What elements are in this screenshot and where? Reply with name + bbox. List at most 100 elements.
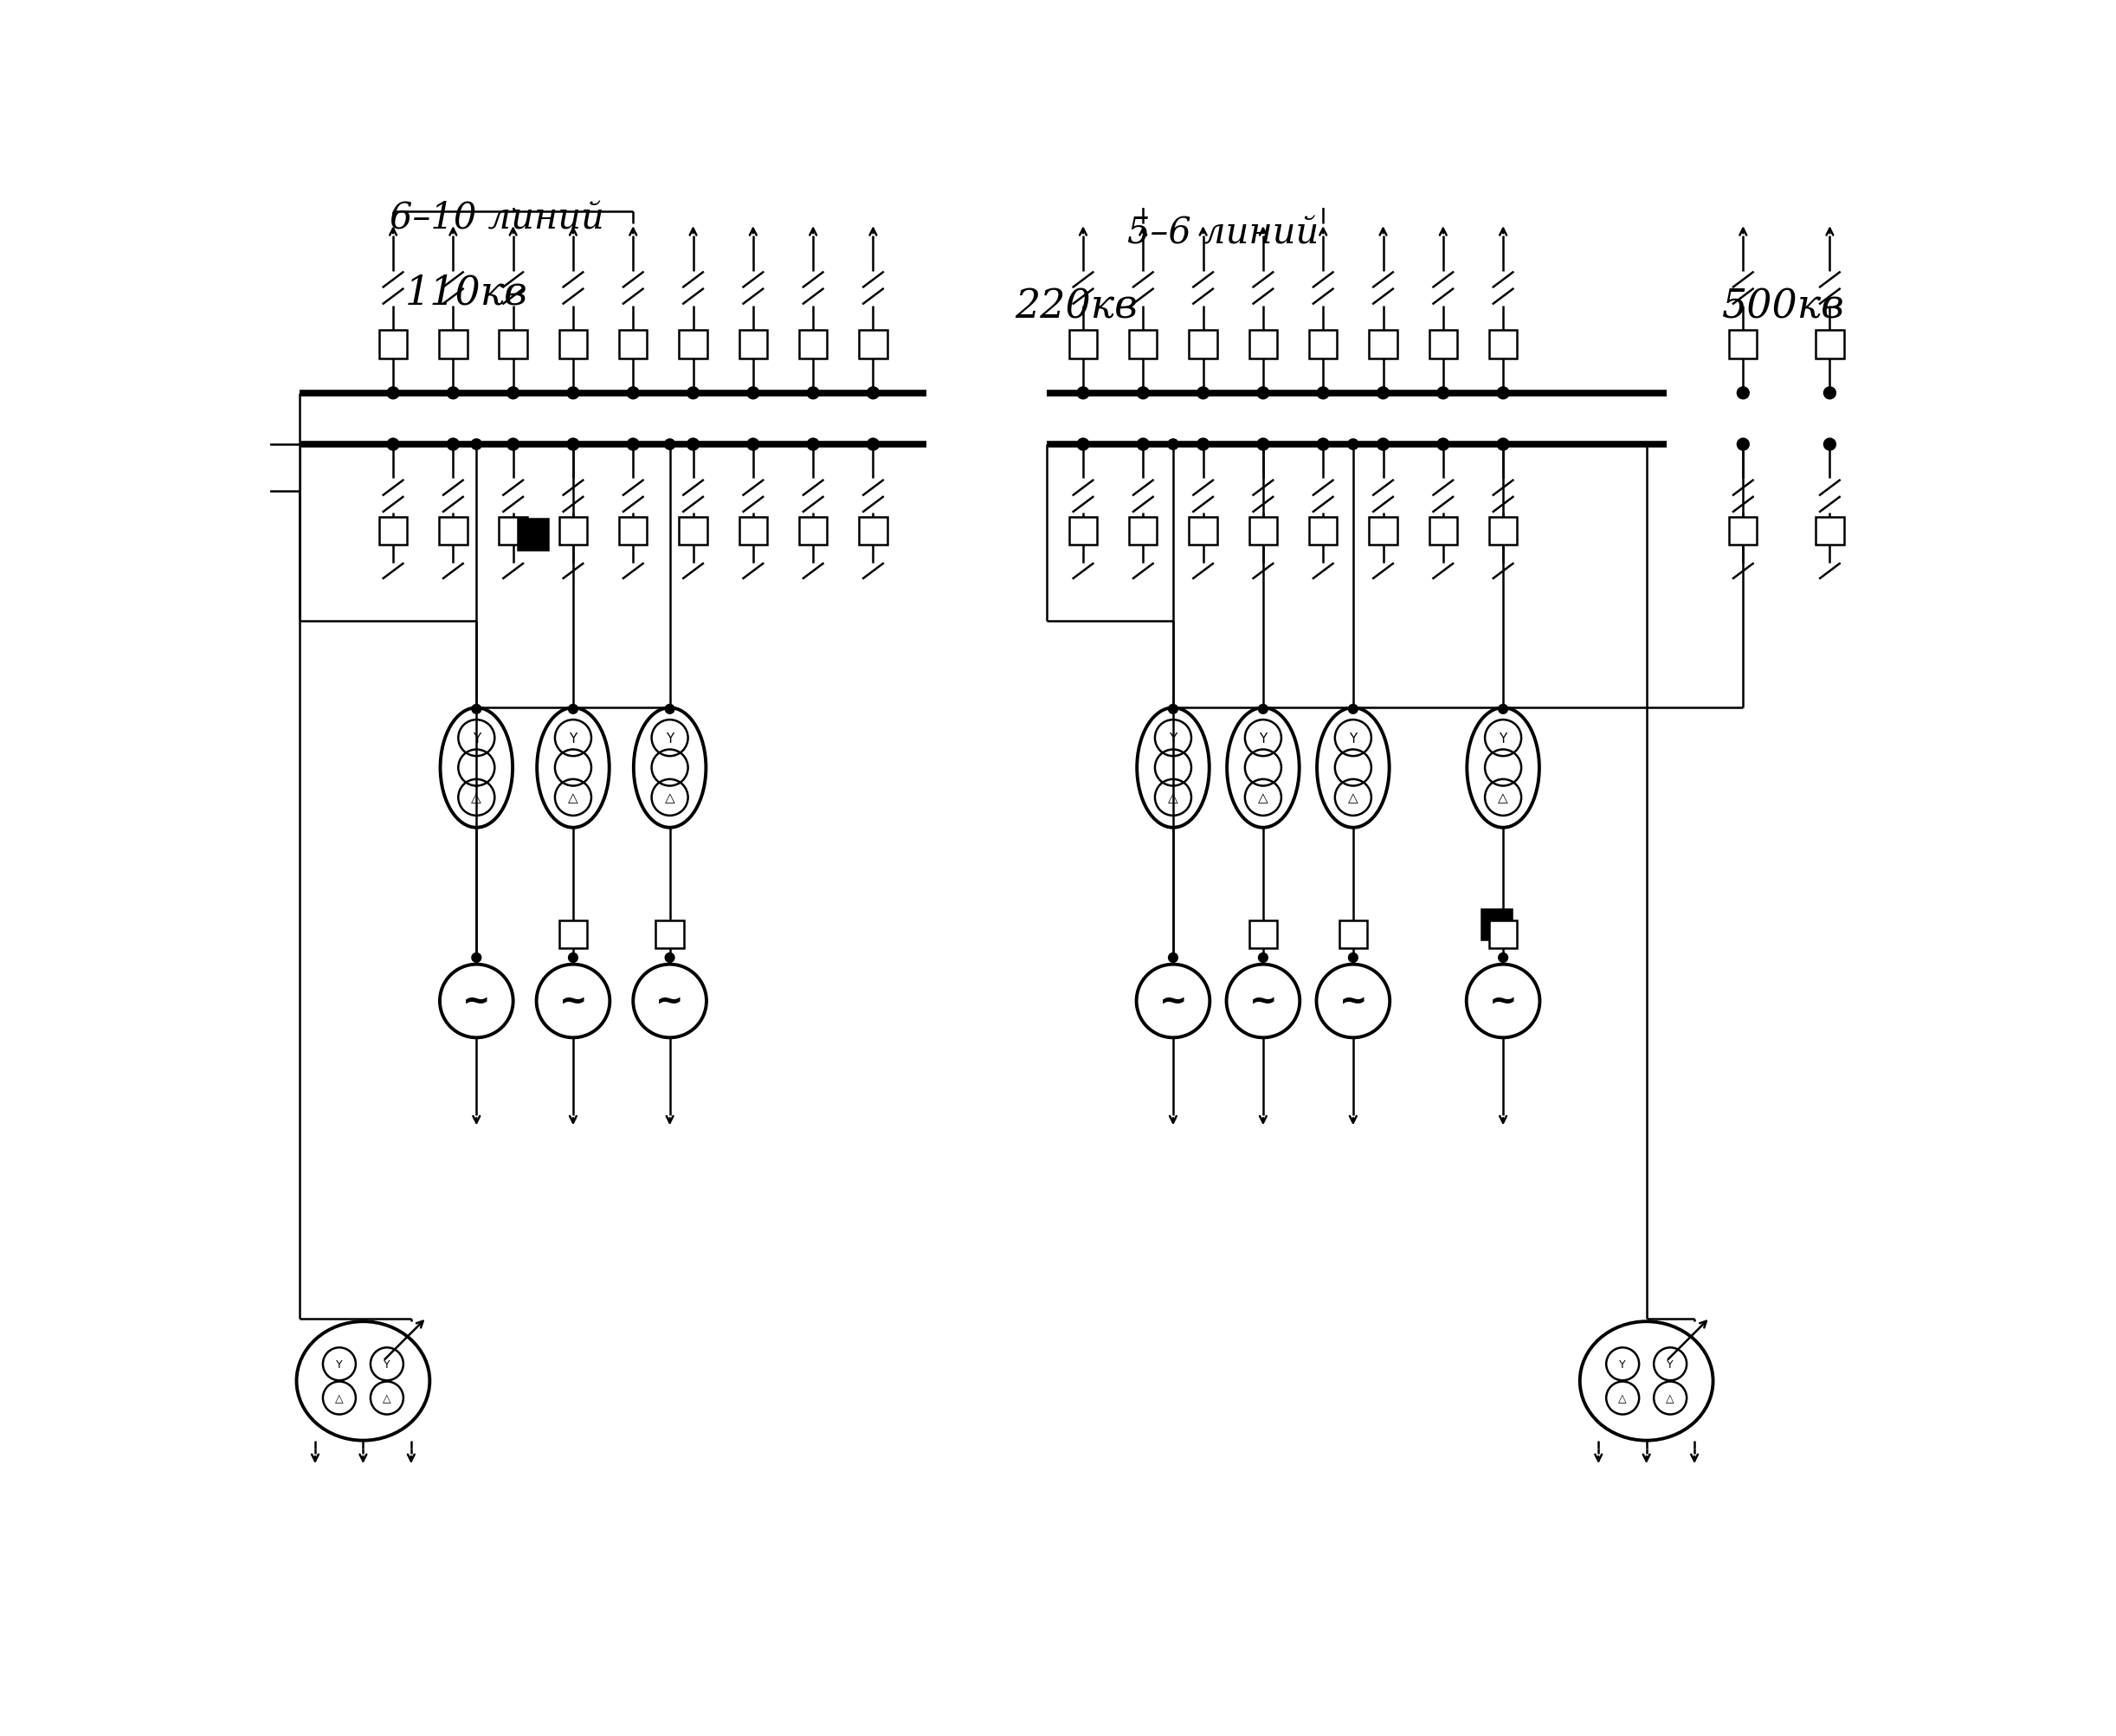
Text: Y: Y	[1667, 1359, 1674, 1370]
Bar	[1189, 332, 1217, 359]
Circle shape	[569, 953, 578, 963]
Bar	[379, 332, 406, 359]
Bar	[1339, 920, 1367, 948]
Text: Y: Y	[472, 733, 480, 745]
Circle shape	[806, 387, 819, 399]
Circle shape	[688, 387, 698, 399]
Bar	[1816, 332, 1843, 359]
Text: 5–6 линий: 5–6 линий	[1128, 215, 1318, 252]
Text: △: △	[1665, 1392, 1674, 1404]
Circle shape	[1378, 387, 1388, 399]
Text: Y: Y	[667, 733, 673, 745]
Circle shape	[1498, 439, 1509, 451]
Circle shape	[1498, 705, 1509, 713]
Bar	[738, 517, 768, 545]
Circle shape	[1437, 439, 1449, 451]
Bar	[559, 517, 586, 545]
Bar	[1481, 910, 1511, 939]
Bar	[1428, 332, 1458, 359]
Bar	[379, 517, 406, 545]
Circle shape	[1257, 439, 1267, 450]
Text: △: △	[472, 792, 482, 804]
Bar	[1369, 332, 1397, 359]
Bar	[559, 332, 586, 359]
Bar	[1069, 517, 1096, 545]
Text: ~: ~	[1160, 984, 1187, 1017]
Circle shape	[626, 387, 639, 399]
Circle shape	[472, 705, 480, 713]
Bar	[1729, 332, 1756, 359]
Circle shape	[569, 705, 578, 713]
Text: ~: ~	[1490, 984, 1517, 1017]
Circle shape	[688, 439, 698, 451]
Circle shape	[1498, 439, 1509, 450]
Circle shape	[664, 953, 675, 963]
Bar	[859, 517, 887, 545]
Circle shape	[1316, 387, 1329, 399]
Text: 110кв: 110кв	[404, 274, 527, 312]
Bar	[267, 444, 300, 491]
Bar	[1248, 517, 1278, 545]
Bar	[1130, 517, 1157, 545]
Circle shape	[747, 387, 760, 399]
Text: ~: ~	[559, 984, 588, 1017]
Circle shape	[1168, 705, 1179, 713]
Bar	[679, 517, 707, 545]
Circle shape	[1348, 439, 1358, 450]
Text: Y: Y	[569, 733, 578, 745]
Circle shape	[806, 439, 819, 451]
Text: △: △	[1619, 1392, 1627, 1404]
Circle shape	[567, 387, 580, 399]
Bar	[1369, 517, 1397, 545]
Text: Y: Y	[1170, 733, 1176, 745]
Text: △: △	[1348, 792, 1358, 804]
Text: △: △	[334, 1392, 343, 1404]
Text: Y: Y	[1619, 1359, 1625, 1370]
Circle shape	[567, 439, 580, 451]
Text: ~: ~	[461, 984, 491, 1017]
Circle shape	[1737, 439, 1750, 451]
Text: Y: Y	[383, 1359, 389, 1370]
Circle shape	[1259, 953, 1267, 963]
Circle shape	[664, 439, 675, 450]
Bar	[1729, 517, 1756, 545]
Bar	[559, 920, 586, 948]
Circle shape	[1259, 705, 1267, 713]
Circle shape	[1257, 439, 1270, 451]
Circle shape	[1824, 439, 1837, 451]
Circle shape	[664, 705, 675, 713]
Text: △: △	[1259, 792, 1267, 804]
Bar	[1816, 517, 1843, 545]
Circle shape	[567, 439, 578, 450]
Text: Y: Y	[336, 1359, 343, 1370]
Circle shape	[1498, 953, 1509, 963]
Circle shape	[508, 387, 518, 399]
Circle shape	[1136, 439, 1149, 451]
Circle shape	[508, 439, 518, 451]
Circle shape	[1198, 387, 1208, 399]
Circle shape	[1168, 953, 1179, 963]
Bar	[440, 517, 468, 545]
Circle shape	[626, 439, 639, 451]
Bar	[1428, 517, 1458, 545]
Circle shape	[1437, 387, 1449, 399]
Bar	[440, 332, 468, 359]
Bar	[1310, 332, 1337, 359]
Bar	[800, 517, 827, 545]
Circle shape	[1737, 387, 1750, 399]
Bar	[620, 517, 647, 545]
Bar	[859, 332, 887, 359]
Bar	[1248, 332, 1278, 359]
Bar	[1310, 517, 1337, 545]
Text: ~: ~	[1248, 984, 1278, 1017]
Text: 220кв: 220кв	[1016, 288, 1138, 326]
Bar	[518, 519, 548, 550]
Bar	[1069, 332, 1096, 359]
Bar	[1189, 517, 1217, 545]
Circle shape	[1378, 439, 1388, 451]
Circle shape	[1198, 439, 1208, 451]
Circle shape	[1168, 439, 1179, 450]
Circle shape	[1348, 705, 1358, 713]
Circle shape	[868, 439, 878, 451]
Text: 6–10 линий: 6–10 линий	[389, 200, 603, 236]
